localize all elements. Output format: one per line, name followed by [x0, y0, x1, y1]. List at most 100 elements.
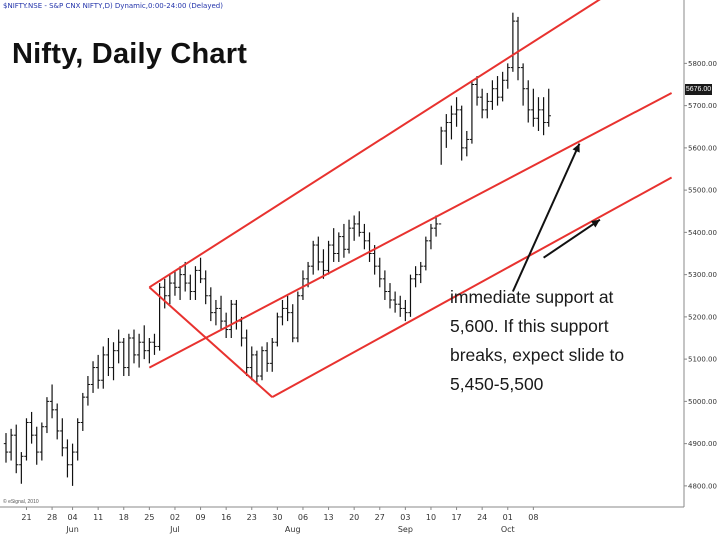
ohlc-bar	[408, 274, 413, 317]
ohlc-bar	[70, 443, 75, 486]
ohlc-bar	[8, 428, 14, 461]
ohlc-bar	[234, 299, 239, 330]
time-tick-label: 02	[170, 513, 180, 522]
ohlc-bar	[351, 215, 357, 241]
ohlc-bar	[387, 283, 393, 309]
ohlc-bar	[280, 299, 285, 326]
channel-line-connector	[148, 286, 273, 398]
ohlc-bar	[90, 361, 96, 393]
price-tick-label: 5100.00	[688, 356, 717, 364]
ohlc-bar	[177, 266, 183, 300]
last-price-badge: 5676.00	[685, 84, 712, 95]
time-tick-label: 06	[298, 513, 308, 522]
arrow-shaft	[511, 143, 581, 292]
channel-line-upper	[148, 0, 601, 289]
annotation-arrow	[543, 218, 601, 259]
ohlc-bar	[510, 12, 516, 72]
ohlc-bar	[403, 299, 408, 322]
ohlc-bar	[229, 299, 234, 338]
annotation-line: 5,600. If this support	[450, 316, 609, 336]
ohlc-bar	[418, 261, 423, 284]
ohlc-bar	[95, 354, 101, 389]
ohlc-bar	[444, 114, 449, 148]
ohlc-bar	[321, 249, 326, 279]
ohlc-bar	[162, 278, 167, 309]
ohlc-bar	[157, 283, 162, 351]
ohlc-bar	[439, 126, 444, 225]
ohlc-bar	[19, 452, 24, 484]
ohlc-bar	[131, 329, 137, 364]
price-tick-label: 5700.00	[688, 102, 717, 110]
ohlc-bar	[152, 333, 157, 355]
ohlc-bar	[39, 422, 45, 461]
ohlc-bar	[239, 316, 244, 347]
ohlc-bar	[198, 257, 203, 284]
ohlc-bar	[428, 223, 434, 250]
time-tick-label: 01	[503, 513, 513, 522]
ohlc-bar	[526, 80, 531, 123]
ohlc-bar	[136, 333, 142, 368]
ohlc-bar	[213, 299, 219, 326]
annotation-arrow	[511, 143, 581, 292]
ohlc-bar	[295, 291, 301, 343]
time-tick-label: 23	[247, 513, 257, 522]
price-axis: 4800.00 4900.00 5000.00 5100.00 5200.00 5300.…	[684, 60, 717, 490]
ohlc-bar	[29, 411, 34, 444]
ohlc-bar	[341, 223, 347, 258]
time-tick-label: 21	[21, 513, 31, 522]
price-tick-label: 5000.00	[688, 398, 717, 406]
ohlc-bar	[116, 329, 121, 364]
annotation-line: breaks, expect slide to	[450, 345, 625, 365]
time-tick-label: 08	[528, 513, 538, 522]
ohlc-bar	[24, 418, 29, 461]
time-axis: 21 28 04 11 18 25 02 09 16 23 30 06 13 20 27 03 10 17 24 01…	[21, 507, 538, 534]
ohlc-bar	[536, 97, 541, 131]
ohlc-bar	[392, 291, 398, 313]
ohlc-bar	[485, 92, 490, 119]
ohlc-bar	[249, 346, 254, 381]
arrow-head	[572, 143, 580, 153]
ohlc-bar	[541, 97, 546, 136]
month-label: Jul	[169, 525, 180, 534]
ohlc-bar	[423, 236, 429, 271]
ohlc-bar	[382, 270, 388, 300]
ohlc-bar	[275, 312, 280, 347]
ohlc-bar	[316, 236, 321, 271]
ohlc-bar	[172, 270, 178, 296]
ohlc-bar	[254, 350, 260, 385]
arrow-head	[591, 219, 600, 228]
ohlc-bar	[80, 392, 85, 431]
ohlc-bars	[3, 12, 551, 486]
ohlc-bar	[474, 76, 480, 106]
annotation-arrows	[511, 143, 601, 292]
ohlc-bar	[75, 418, 80, 461]
price-tick-label: 5600.00	[688, 144, 717, 152]
price-tick-label: 5400.00	[688, 229, 717, 237]
price-tick-label: 4900.00	[688, 440, 717, 448]
ohlc-bar	[326, 240, 331, 275]
ohlc-bar	[111, 342, 116, 381]
ohlc-bar	[49, 384, 55, 419]
ohlc-bar	[464, 130, 469, 157]
ohlc-bar	[55, 403, 60, 440]
ohlc-bar	[413, 266, 418, 288]
ohlc-bar	[531, 88, 536, 127]
ohlc-bar	[490, 80, 495, 110]
ohlc-bar	[3, 433, 9, 463]
ohlc-bar	[449, 105, 454, 140]
ohlc-bar	[101, 346, 106, 389]
ohlc-bar	[398, 295, 403, 317]
ohlc-bar	[121, 338, 126, 377]
channel-lines	[148, 0, 673, 399]
time-tick-label: 11	[93, 513, 103, 522]
ohlc-bar	[367, 232, 372, 262]
time-tick-label: 03	[400, 513, 410, 522]
time-tick-label: 04	[67, 513, 77, 522]
ohlc-bar	[500, 71, 505, 102]
ohlc-bar	[183, 261, 188, 292]
chart-header: $NIFTY.NSE - S&P CNX NIFTY,D) Dynamic,0:…	[3, 2, 223, 10]
ohlc-bar	[331, 228, 336, 262]
copyright-note: © eSignal, 2010	[3, 499, 39, 505]
